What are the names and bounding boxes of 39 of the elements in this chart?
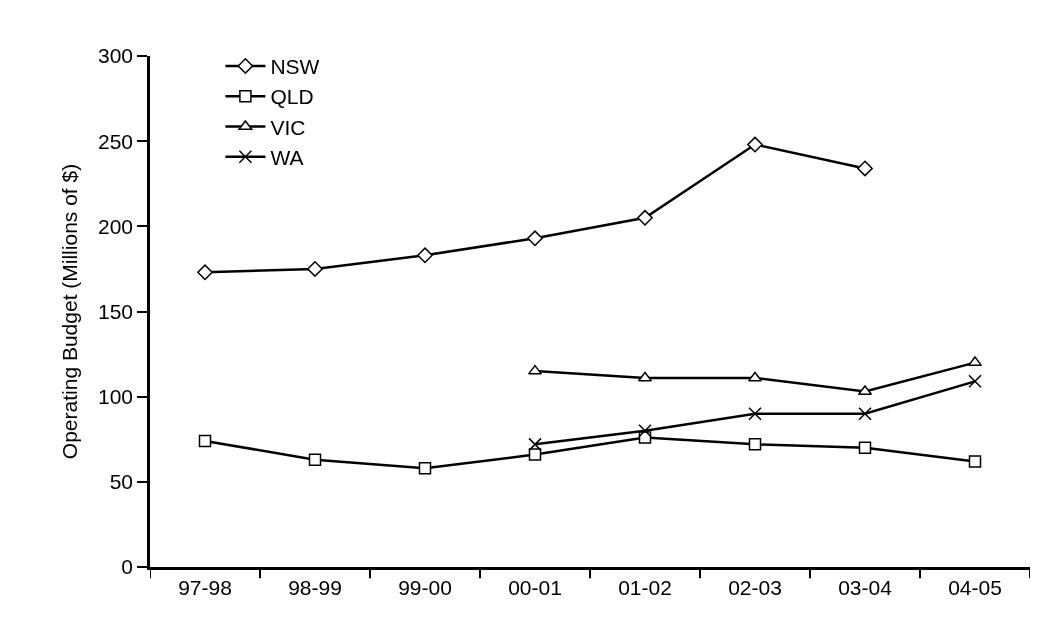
y-tick-label: 250 (98, 129, 134, 153)
point (307, 261, 323, 277)
point (527, 230, 543, 247)
y-tick-label: 100 (98, 385, 134, 409)
point (857, 160, 873, 177)
point (638, 423, 652, 438)
x-tick-label: 98-99 (288, 575, 342, 599)
legend-label: NSW (270, 55, 320, 79)
y-tick-label: 200 (98, 214, 134, 238)
y-axis-title: Operating Budget (Millions of $) (58, 163, 82, 460)
point (198, 434, 212, 448)
point (528, 448, 542, 461)
x-tick-label: 02-03 (728, 575, 782, 599)
y-tick-label: 50 (109, 470, 134, 494)
x-tick-label: 99-00 (398, 575, 452, 599)
point (637, 209, 653, 226)
x-tick-label: 03-04 (838, 575, 893, 599)
x-tick-label: 00-01 (508, 575, 562, 599)
y-tick-label: 150 (98, 299, 134, 323)
legend-label: QLD (270, 85, 314, 109)
x-tick-label: 04-05 (948, 575, 1002, 599)
point (747, 136, 763, 153)
legend-label: WA (270, 146, 304, 170)
point (528, 437, 542, 452)
x-tick-label: 01-02 (618, 575, 672, 599)
point (748, 438, 762, 451)
point (968, 374, 982, 389)
point (968, 455, 982, 468)
point (748, 406, 762, 421)
x-tick-label: 97-98 (178, 575, 232, 599)
point (197, 264, 213, 281)
point (858, 406, 872, 421)
point (417, 247, 433, 264)
legend-label: VIC (270, 115, 306, 139)
y-tick-label: 0 (121, 555, 134, 579)
point (858, 441, 872, 455)
point (308, 453, 322, 466)
point (418, 461, 432, 475)
y-tick-label: 300 (98, 44, 134, 68)
